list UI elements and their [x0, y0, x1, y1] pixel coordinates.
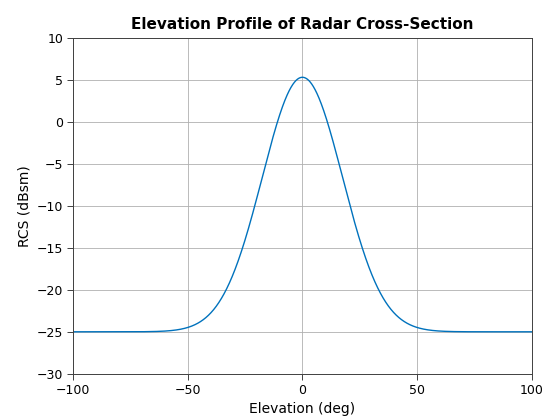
Title: Elevation Profile of Radar Cross-Section: Elevation Profile of Radar Cross-Section [131, 18, 474, 32]
Y-axis label: RCS (dBsm): RCS (dBsm) [17, 165, 31, 247]
X-axis label: Elevation (deg): Elevation (deg) [249, 402, 356, 416]
